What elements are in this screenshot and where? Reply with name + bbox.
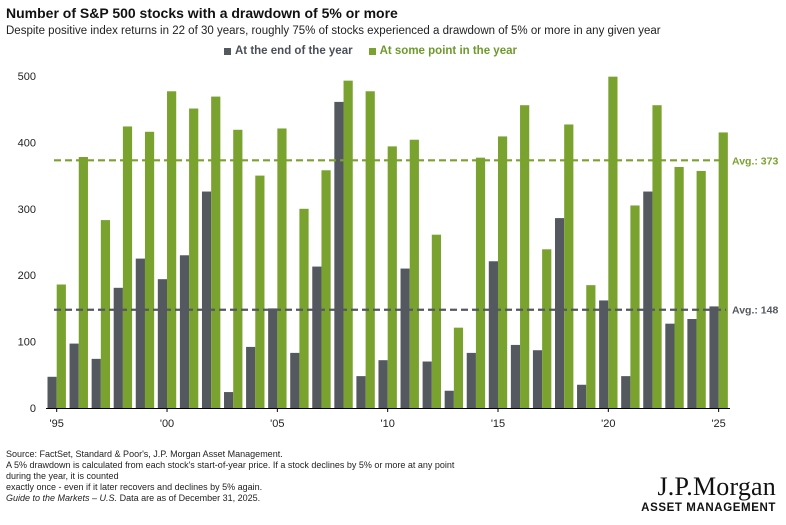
- bar-some-point-1999: [144, 131, 155, 408]
- bar-end-of-year-1998: [113, 287, 123, 408]
- bar-end-of-year-1995: [47, 376, 57, 408]
- bar-some-point-2002: [211, 96, 221, 408]
- bar-some-point-2018: [564, 124, 574, 408]
- legend: At the end of the year At some point in …: [224, 45, 517, 57]
- legend-item-end-of-year: At the end of the year: [224, 45, 353, 57]
- bar-end-of-year-2015: [488, 261, 498, 408]
- x-tick-label-2015: '15: [491, 418, 505, 430]
- bar-end-of-year-2016: [510, 344, 521, 408]
- chart-title: Number of S&P 500 stocks with a drawdown…: [6, 5, 398, 21]
- bar-end-of-year-2013: [444, 390, 454, 408]
- bar-end-of-year-2008: [334, 101, 344, 409]
- bar-end-of-year-1999: [135, 258, 145, 408]
- bar-some-point-2022: [652, 105, 662, 408]
- footnote-methodology-cont: exactly once - even if it later recovers…: [6, 482, 263, 492]
- jpmorgan-logo: J.P.Morgan ASSET MANAGEMENT: [641, 472, 776, 515]
- x-tick-label-1995: '95: [50, 418, 64, 430]
- bar-some-point-2025: [718, 132, 728, 408]
- logo-subtitle: ASSET MANAGEMENT: [641, 502, 776, 514]
- footnote-methodology: A 5% drawdown is calculated from each st…: [6, 460, 455, 481]
- bar-some-point-1997: [100, 220, 111, 408]
- bar-end-of-year-2002: [201, 191, 212, 408]
- bar-some-point-2000: [167, 91, 177, 409]
- y-tick-label-200: 200: [18, 270, 36, 282]
- bar-some-point-2020: [608, 76, 618, 408]
- y-tick-label-100: 100: [18, 337, 36, 349]
- bar-some-point-2011: [409, 139, 419, 409]
- bar-end-of-year-2010: [378, 360, 388, 408]
- bar-some-point-2010: [387, 146, 397, 408]
- bar-some-point-2009: [365, 91, 375, 409]
- average-end-of-year-label: Avg.: 148: [732, 305, 778, 317]
- footnote-source: Source: FactSet, Standard & Poor's, J.P.…: [6, 449, 283, 459]
- average-at-some-point-label: Avg.: 373: [732, 155, 778, 167]
- bar-some-point-2003: [233, 129, 243, 408]
- bar-end-of-year-2023: [665, 323, 675, 408]
- bar-some-point-2008: [343, 80, 353, 409]
- bar-end-of-year-2017: [532, 350, 543, 408]
- bar-some-point-2017: [542, 249, 552, 408]
- bar-end-of-year-2009: [356, 376, 366, 408]
- bar-end-of-year-2000: [157, 279, 168, 408]
- bar-some-point-2023: [674, 166, 684, 408]
- bar-end-of-year-1997: [91, 358, 101, 408]
- bar-end-of-year-2007: [312, 266, 322, 408]
- y-tick-label-500: 500: [18, 71, 36, 83]
- bar-some-point-2006: [299, 208, 309, 408]
- y-tick-label-400: 400: [18, 137, 36, 149]
- as-of-date: Data are as of December 31, 2025.: [117, 493, 261, 503]
- x-tick-label-2010: '10: [380, 418, 394, 430]
- logo-wordmark: J.P.Morgan: [657, 472, 776, 501]
- bar-end-of-year-2018: [554, 218, 565, 408]
- footnote-as-of: Guide to the Markets – U.S. Data are as …: [6, 493, 476, 504]
- bar-some-point-2013: [453, 327, 464, 408]
- x-tick-label-2020: '20: [601, 418, 615, 430]
- legend-item-some-point: At some point in the year: [368, 45, 517, 57]
- bar-end-of-year-2019: [577, 384, 587, 408]
- x-tick-label-2000: '00: [160, 418, 174, 430]
- bar-end-of-year-2006: [290, 352, 300, 408]
- chart-subtitle: Despite positive index returns in 22 of …: [6, 25, 661, 37]
- bar-end-of-year-2005: [268, 308, 278, 408]
- bar-some-point-2021: [630, 205, 640, 408]
- y-tick-label-300: 300: [18, 204, 36, 216]
- bar-chart: 0 100 200 300 400 500 '95 '00 '05 '10 '15 '20 '25 Avg…: [18, 71, 779, 430]
- bar-end-of-year-2022: [643, 191, 653, 408]
- legend-label-end-of-year: At the end of the year: [235, 45, 353, 57]
- bar-end-of-year-1996: [69, 343, 79, 408]
- bar-end-of-year-2014: [466, 352, 476, 408]
- bar-end-of-year-2024: [687, 319, 697, 408]
- bar-some-point-2004: [255, 175, 265, 408]
- bar-end-of-year-2003: [224, 392, 234, 408]
- y-tick-label-0: 0: [30, 403, 36, 415]
- bar-end-of-year-2011: [400, 268, 410, 408]
- guide-title: Guide to the Markets – U.S.: [6, 493, 118, 503]
- bar-end-of-year-2001: [179, 255, 190, 408]
- x-tick-label-2005: '05: [270, 418, 284, 430]
- bar-some-point-2016: [520, 105, 530, 408]
- bar-some-point-1998: [122, 126, 133, 409]
- bar-end-of-year-2020: [599, 300, 609, 408]
- footnotes: Source: FactSet, Standard & Poor's, J.P.…: [6, 449, 476, 504]
- bar-some-point-2007: [321, 170, 331, 408]
- bar-some-point-2001: [189, 108, 199, 408]
- bar-end-of-year-2021: [621, 376, 631, 408]
- legend-swatch-end-of-year: [224, 47, 231, 55]
- bar-some-point-2014: [475, 157, 486, 408]
- bar-end-of-year-2012: [422, 361, 432, 408]
- x-tick-label-2025: '25: [711, 418, 725, 430]
- bar-some-point-2012: [431, 234, 441, 408]
- bar-some-point-2024: [696, 170, 706, 408]
- bar-some-point-2019: [586, 285, 596, 408]
- legend-swatch-some-point: [368, 47, 376, 55]
- bar-some-point-1996: [78, 157, 88, 408]
- legend-label-some-point: At some point in the year: [379, 45, 517, 57]
- bar-end-of-year-2025: [709, 306, 719, 408]
- bar-some-point-2015: [497, 136, 508, 409]
- bar-some-point-1995: [56, 284, 66, 408]
- bar-end-of-year-2004: [246, 346, 256, 408]
- bar-some-point-2005: [277, 128, 287, 408]
